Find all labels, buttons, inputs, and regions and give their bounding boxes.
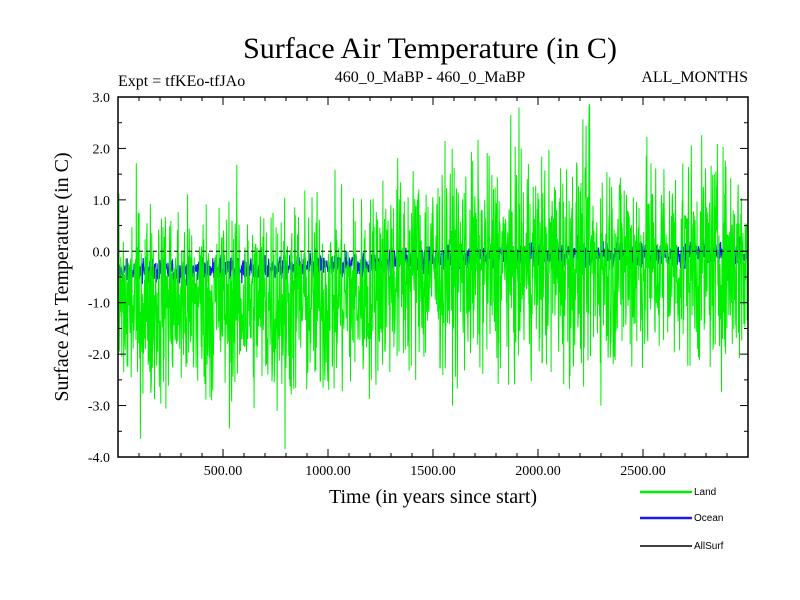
y-tick-label: 2.0 xyxy=(93,142,111,157)
chart-subtitle-right: ALL_MONTHS xyxy=(641,69,748,86)
y-tick-label: 0.0 xyxy=(93,245,111,260)
legend-label-land: Ocean xyxy=(694,513,723,524)
chart-subtitle-center: 460_0_MaBP - 460_0_MaBP xyxy=(335,69,526,86)
legend-label-ocean: Land xyxy=(694,487,716,498)
y-tick-label: 3.0 xyxy=(93,91,111,106)
y-axis-label: Surface Air Temperature (in C) xyxy=(51,152,73,401)
legend: Land Ocean AllSurf xyxy=(640,487,724,552)
x-tick-label: 1500.00 xyxy=(410,464,456,479)
y-tick-label: -4.0 xyxy=(88,451,110,466)
x-axis-label: Time (in years since start) xyxy=(329,486,537,508)
y-tick-label: -3.0 xyxy=(88,400,110,415)
y-tick-label: -2.0 xyxy=(88,348,110,363)
y-tick-label: -1.0 xyxy=(88,297,110,312)
ticks-layer: 500.00 1000.00 1500.00 2000.00 2500.00 3.0 2.0… xyxy=(88,91,748,479)
chart-title: Surface Air Temperature (in C) xyxy=(243,32,617,65)
chart-subtitle-left: Expt = tfKEo-tfJAo xyxy=(118,73,245,90)
x-tick-label: 1000.00 xyxy=(305,464,351,479)
x-tick-label: 500.00 xyxy=(204,464,243,479)
x-tick-label: 2000.00 xyxy=(515,464,561,479)
y-tick-label: 1.0 xyxy=(93,194,111,209)
x-tick-label: 2500.00 xyxy=(620,464,666,479)
series-layer xyxy=(118,104,748,450)
legend-label-allsurf: AllSurf xyxy=(694,541,724,552)
series-line-land xyxy=(118,104,748,450)
